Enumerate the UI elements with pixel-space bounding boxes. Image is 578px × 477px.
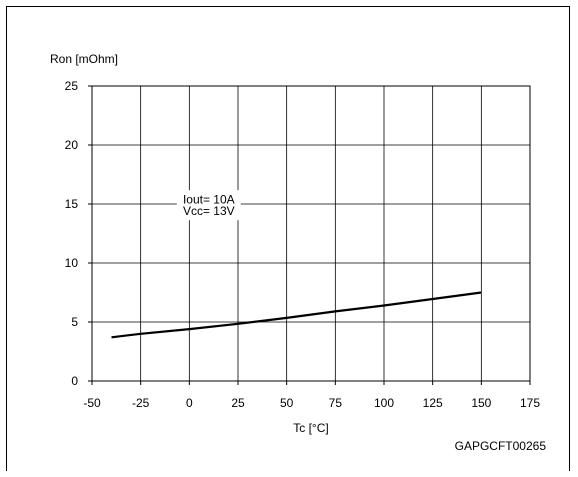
x-tick-label: 100 xyxy=(374,396,394,410)
x-tick-label: -25 xyxy=(132,396,150,410)
y-tick-label: 20 xyxy=(65,138,79,152)
annotation-background xyxy=(176,190,241,221)
y-axis-label: Ron [mOhm] xyxy=(50,52,118,66)
grid xyxy=(91,85,531,382)
annotation-label: Vcc= 13V xyxy=(183,204,235,218)
x-tick-label: 125 xyxy=(423,396,443,410)
figure-code: GAPGCFT00265 xyxy=(455,439,547,453)
x-tick-label: 25 xyxy=(231,396,245,410)
y-tick-label: 5 xyxy=(71,315,78,329)
y-tick-label: 15 xyxy=(65,197,79,211)
x-tick-label: 150 xyxy=(471,396,491,410)
plot-area xyxy=(91,85,531,382)
series-layer xyxy=(111,291,482,339)
y-tick-label: 0 xyxy=(71,374,78,388)
x-tick-label: 50 xyxy=(280,396,294,410)
y-tick-label: 25 xyxy=(65,79,79,93)
chart-frame xyxy=(6,6,570,471)
y-tick-label: 10 xyxy=(65,256,79,270)
x-tick-label: -50 xyxy=(83,396,101,410)
x-axis-label: Tc [°C] xyxy=(293,421,328,435)
series-line-0 xyxy=(111,291,482,339)
axis-ticks: -50 -25 0 25 50 75 100 125 150 175 0 5 10 15 20 25 xyxy=(65,79,541,410)
annotation-label: Iout= 10A xyxy=(183,192,235,206)
x-tick-label: 0 xyxy=(186,396,193,410)
x-tick-label: 175 xyxy=(520,396,540,410)
x-tick-label: 75 xyxy=(329,396,343,410)
